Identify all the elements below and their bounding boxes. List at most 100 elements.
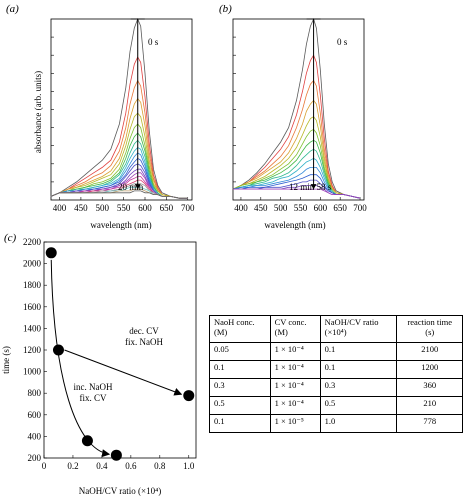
x-tick-label: 0.8 — [154, 461, 166, 471]
x-tick-label: 700 — [353, 203, 367, 213]
cell-cv: 1 × 10⁻⁴ — [269, 360, 321, 379]
x-tick-label: 450 — [74, 203, 88, 213]
table-row: 0.05 1 × 10⁻⁴ 0.1 2100 — [209, 342, 463, 361]
x-tick-label: 600 — [314, 203, 328, 213]
y-tick-label: 1600 — [23, 302, 42, 312]
header-cv-conc: CV conc. (M) — [269, 315, 321, 343]
cell-ratio: 1.0 — [319, 414, 398, 433]
y-tick-label: 800 — [28, 388, 42, 398]
table-row: 0.5 1 × 10⁻⁴ 0.5 210 — [209, 396, 463, 415]
cell-time: 210 — [396, 396, 463, 415]
x-axis-title-a: wavelength (nm) — [90, 220, 151, 230]
conditions-table: NaoH conc. (M) CV conc. (M) NaOH/CV ratio(… — [209, 315, 463, 433]
x-tick-label: 0.6 — [125, 461, 137, 471]
spectrum-curve — [232, 157, 361, 199]
trend-arrows-c — [50, 259, 183, 458]
decay-arrowhead — [310, 184, 317, 190]
x-tick-label: 650 — [160, 203, 174, 213]
x-tick-label: 0 — [42, 461, 47, 471]
x-axis-title-b: wavelength (nm) — [264, 220, 325, 230]
y-tick-label: 2000 — [23, 259, 42, 269]
table-row: 0.1 1 × 10⁻⁵ 1.0 778 — [209, 414, 463, 433]
header-naoh-conc: NaoH conc. (M) — [209, 315, 271, 343]
plot-frame-b — [232, 18, 365, 201]
x-tick-label: 0.4 — [96, 461, 108, 471]
y-axis-title-c: time (s) — [1, 346, 11, 374]
spectrum-curve — [232, 79, 361, 199]
y-tick-label: 1000 — [23, 367, 42, 377]
spectrum-curve — [232, 54, 361, 199]
cell-ratio: 0.3 — [319, 378, 398, 397]
data-point — [45, 247, 57, 259]
cell-time: 360 — [396, 378, 463, 397]
x-tick-labels-a: 400 450 500 550 600 650 700 — [53, 203, 195, 213]
spectrum-curve — [233, 188, 361, 199]
spectrum-curve — [50, 139, 188, 199]
y-tick-label: 1800 — [23, 280, 42, 290]
cell-time: 2100 — [396, 342, 463, 361]
cell-naoh: 0.1 — [209, 414, 271, 433]
cell-ratio: 0.1 — [319, 360, 398, 379]
cell-cv: 1 × 10⁻⁴ — [269, 396, 321, 415]
cell-time: 1200 — [396, 360, 463, 379]
x-tick-label: 450 — [254, 203, 268, 213]
y-axis-title-a: absorbance (arb. units) — [33, 71, 43, 153]
annotation-dec-line2: fix. NaOH — [125, 337, 163, 347]
panel-label-a: (a) — [6, 3, 19, 15]
data-point — [81, 435, 93, 447]
x-tick-label: 400 — [234, 203, 248, 213]
y-tick-label: 1200 — [23, 345, 42, 355]
plot-frame-a — [50, 18, 193, 201]
spectrum-curve — [50, 112, 188, 199]
annotation-dec-line1: dec. CV — [129, 326, 159, 336]
cell-naoh: 0.5 — [209, 396, 271, 415]
data-point — [183, 390, 195, 402]
spectrum-curve — [50, 190, 188, 199]
cell-ratio: 0.5 — [319, 396, 398, 415]
cell-naoh: 0.05 — [209, 342, 271, 361]
annotation-inc-line2: fix. CV — [80, 393, 108, 403]
x-tick-label: 500 — [274, 203, 288, 213]
plot-border — [50, 18, 193, 201]
x-tick-label: 500 — [96, 203, 110, 213]
scatter-chart-c: (c) 200 400 600 800 1000 1200 1400 1600 1800 2000… — [1, 232, 197, 496]
spectrum-curve — [233, 179, 361, 199]
decay-arrowhead — [134, 184, 141, 190]
plot-border — [43, 241, 197, 459]
x-tick-label: 650 — [333, 203, 347, 213]
header-ratio: NaOH/CV ratio (×10⁴) — [319, 315, 398, 343]
time-label-bottom-a: 20 min — [118, 182, 144, 192]
cell-time: 778 — [396, 414, 463, 433]
data-point — [52, 344, 64, 356]
x-tick-label: 1.0 — [183, 461, 195, 471]
time-label-top-b: 0 s — [337, 37, 348, 47]
spectrum-curve — [50, 17, 188, 199]
spectra-curves-a — [50, 17, 188, 199]
y-tick-label: 400 — [28, 431, 42, 441]
time-label-bottom-b: 12 min 58 s — [289, 182, 332, 192]
x-tick-label: 600 — [138, 203, 152, 213]
spectra-chart-b: (b) 400 450 500 550 600 650 700 0 s 12 min 58 … — [219, 3, 367, 230]
cell-naoh: 0.1 — [209, 360, 271, 379]
spectrum-curve — [232, 17, 361, 199]
x-tick-label: 0.2 — [67, 461, 78, 471]
spectrum-curve — [232, 116, 361, 199]
x-tick-label: 400 — [53, 203, 67, 213]
cell-cv: 1 × 10⁻⁴ — [269, 378, 321, 397]
spectrum-curve — [50, 56, 188, 199]
cell-ratio: 0.1 — [319, 342, 398, 361]
x-tick-label: 700 — [181, 203, 195, 213]
table-row: 0.3 1 × 10⁻⁴ 0.3 360 — [209, 378, 463, 397]
y-tick-label: 200 — [28, 453, 42, 463]
x-tick-label: 550 — [117, 203, 131, 213]
y-tick-label: 600 — [28, 410, 42, 420]
spectrum-curve — [50, 79, 188, 199]
panel-label-b: (b) — [219, 3, 232, 15]
spectra-curves-b — [232, 17, 361, 199]
x-tick-label: 550 — [294, 203, 308, 213]
x-axis-title-c: NaOH/CV ratio (×10⁴) — [79, 486, 162, 496]
cell-cv: 1 × 10⁻⁵ — [269, 414, 321, 433]
y-tick-label: 1400 — [23, 323, 42, 333]
plot-frame-c: 200 400 600 800 1000 1200 1400 1600 1800 2000 2200… — [23, 237, 197, 471]
y-tick-label: 2200 — [23, 237, 42, 247]
